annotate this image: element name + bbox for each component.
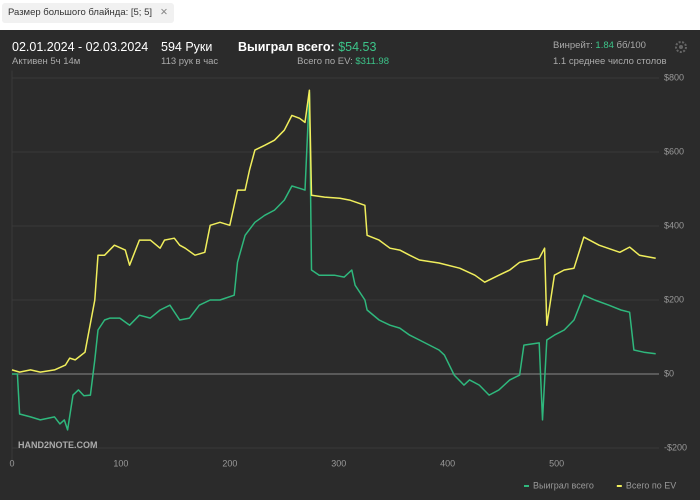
series-line (11, 89, 656, 373)
tables: 1.1 среднее число столов (553, 56, 667, 67)
x-tick-label: 300 (331, 458, 346, 468)
winrate-label: Винрейт: (553, 40, 593, 51)
ev-value: $311.98 (355, 56, 389, 67)
chart-panel: $800 $600 $400 $200 $0 -$200 0 100 200 300 400 500 В… (0, 30, 700, 500)
y-tick-label: $0 (664, 368, 674, 378)
legend-label: Выиграл всего (533, 480, 594, 490)
ev-label: Всего по EV: (297, 56, 353, 67)
series-line (12, 91, 656, 431)
y-tick-label: $800 (664, 72, 684, 82)
x-tick-label: 0 (9, 458, 14, 468)
y-tick-label: -$200 (664, 442, 687, 452)
y-tick-label: $400 (664, 220, 684, 230)
winrate-unit: бб/100 (616, 40, 646, 51)
won-value: $54.53 (338, 40, 377, 54)
winrate-value: 1.84 (595, 40, 614, 51)
legend-label: Всего по EV (626, 480, 676, 490)
x-tick-label: 200 (222, 458, 237, 468)
won-label: Выиграл всего: (238, 40, 335, 54)
y-tick-label: $600 (664, 146, 684, 156)
active-time: Активен 5ч 14м (12, 56, 81, 67)
filter-label: Размер большого блайнда: [5; 5] (8, 7, 153, 18)
ev: Всего по EV: $311.98 (297, 56, 389, 67)
hands: 594 Руки (161, 40, 213, 54)
close-button[interactable]: ✕ (160, 7, 168, 18)
won: Выиграл всего: $54.53 (238, 40, 376, 54)
filter-chip[interactable]: Размер большого блайнда: [5; 5] ✕ (2, 3, 174, 23)
gear-icon[interactable] (675, 41, 687, 53)
x-tick-label: 400 (440, 458, 455, 468)
x-tick-label: 100 (113, 458, 128, 468)
watermark: HAND2NOTE.COM (18, 440, 98, 450)
chart: $800 $600 $400 $200 $0 -$200 0 100 200 300 400 500 В… (9, 41, 687, 490)
winrate: Винрейт: 1.84 бб/100 (553, 40, 646, 51)
x-tick-label: 500 (549, 458, 564, 468)
y-tick-label: $200 (664, 294, 684, 304)
period: 02.01.2024 - 02.03.2024 (12, 40, 149, 54)
hands-rate: 113 рук в час (161, 56, 219, 67)
